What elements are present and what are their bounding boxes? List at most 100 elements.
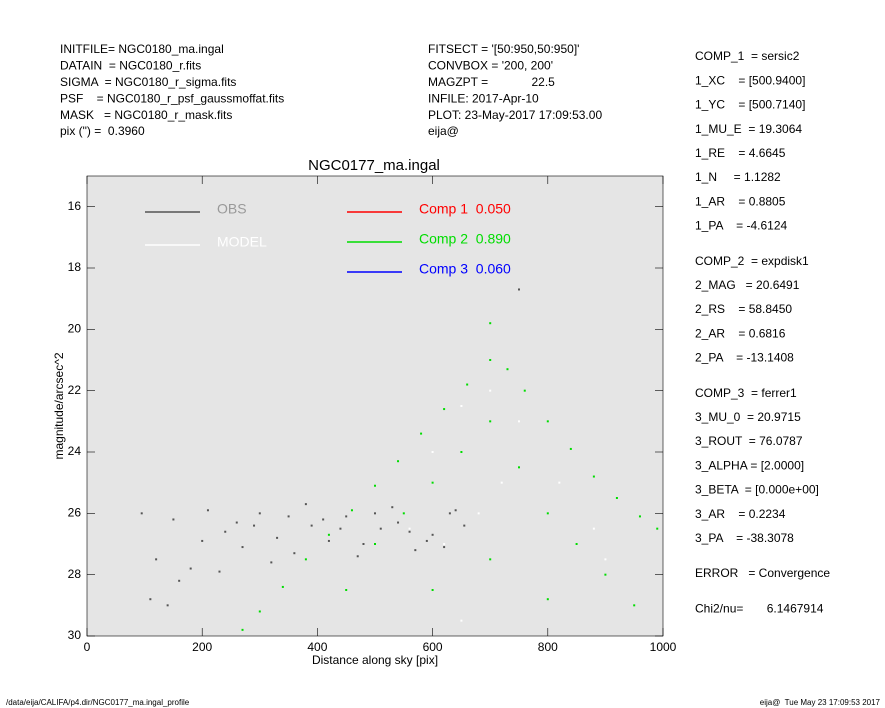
point: [518, 288, 520, 291]
param-line: ERROR = Convergence: [695, 566, 830, 580]
param-line: 1_N = 1.1282: [695, 170, 781, 184]
point: [374, 512, 376, 515]
param-line: 2_MAG = 20.6491: [695, 278, 800, 292]
point: [546, 598, 549, 601]
header-line: CONVBOX = '200, 200': [428, 59, 553, 73]
point: [241, 628, 244, 631]
legend-label: Comp 2 0.890: [419, 231, 511, 247]
point: [420, 432, 423, 435]
y-tick-label: 20: [68, 322, 82, 336]
point: [408, 527, 411, 530]
point: [460, 451, 463, 453]
point: [518, 466, 520, 469]
param-line: 2_RS = 58.8450: [695, 302, 792, 316]
param-line: 1_RE = 4.6645: [695, 146, 786, 160]
header-line: INITFILE= NGC0180_ma.ingal: [60, 42, 224, 56]
point: [463, 524, 466, 527]
point: [460, 619, 463, 622]
header-line: PLOT: 23-May-2017 17:09:53.00: [428, 108, 602, 122]
point: [224, 530, 227, 533]
point: [293, 552, 296, 555]
point: [431, 451, 434, 453]
point: [546, 512, 549, 515]
point: [431, 533, 434, 536]
header-line: eija@: [428, 124, 459, 138]
legend-label: MODEL: [217, 234, 267, 250]
footer-left: /data/eija/CALIFA/p4.dir/NGC0177_ma.inga…: [6, 698, 190, 707]
point: [489, 558, 492, 561]
point: [604, 558, 607, 561]
header-line: PSF = NGC0180_r_psf_gaussmoffat.fits: [60, 91, 284, 105]
point: [201, 539, 204, 542]
point: [374, 543, 376, 545]
y-tick-label: 18: [68, 260, 82, 274]
param-line: Chi2/nu= 6.1467914: [695, 601, 824, 615]
param-line: 3_PA = -38.3078: [695, 531, 794, 545]
legend-label: Comp 3 0.060: [419, 261, 511, 277]
point: [397, 460, 400, 463]
point: [489, 359, 492, 361]
x-axis-label: Distance along sky [pix]: [312, 653, 438, 667]
y-tick-label: 30: [68, 628, 82, 642]
point: [362, 543, 365, 545]
point: [575, 543, 578, 545]
point: [615, 497, 618, 499]
point: [443, 408, 446, 411]
x-tick-label: 0: [84, 640, 91, 654]
point: [638, 515, 641, 518]
point: [356, 555, 359, 558]
y-tick-label: 24: [68, 444, 82, 458]
param-line: COMP_2 = expdisk1: [695, 254, 809, 268]
point: [489, 389, 492, 392]
header-line: FITSECT = '[50:950,50:950]': [428, 42, 579, 56]
point: [206, 509, 209, 512]
legend-label: OBS: [217, 201, 247, 217]
point: [448, 512, 451, 515]
point: [592, 527, 595, 530]
param-line: 3_BETA = [0.000e+00]: [695, 483, 819, 497]
footer-right: eija@ Tue May 23 17:09:53 2017: [760, 698, 881, 707]
header-line: SIGMA = NGC0180_r_sigma.fits: [60, 75, 236, 89]
x-tick-label: 600: [423, 640, 443, 654]
header-line: MAGZPT = 22.5: [428, 75, 555, 89]
point: [281, 585, 284, 588]
point: [276, 536, 279, 539]
point: [604, 573, 607, 576]
point: [443, 546, 446, 549]
point: [489, 420, 492, 423]
param-line: 1_AR = 0.8805: [695, 194, 786, 208]
x-tick-label: 200: [192, 640, 212, 654]
point: [304, 503, 307, 506]
point: [500, 481, 503, 484]
param-line: COMP_1 = sersic2: [695, 49, 800, 63]
point: [189, 567, 192, 570]
param-line: 2_PA = -13.1408: [695, 351, 794, 365]
point: [489, 322, 492, 325]
point: [518, 420, 520, 423]
x-tick-label: 400: [307, 640, 327, 654]
point: [287, 515, 290, 518]
point: [218, 570, 221, 573]
point: [304, 558, 307, 561]
point: [166, 604, 169, 607]
header-line: DATAIN = NGC0180_r.fits: [60, 59, 201, 73]
point: [253, 524, 256, 527]
point: [327, 539, 330, 542]
param-line: 1_MU_E = 19.3064: [695, 122, 802, 136]
point: [178, 579, 181, 582]
point: [558, 481, 561, 484]
point: [235, 521, 238, 524]
y-axis-label: magnitude/arcsec^2: [52, 352, 66, 459]
point: [397, 521, 400, 524]
param-line: 3_MU_0 = 20.9715: [695, 410, 801, 424]
point: [408, 530, 411, 533]
point: [569, 447, 572, 450]
point: [327, 533, 330, 536]
point: [506, 368, 509, 371]
point: [546, 420, 549, 423]
header-line: MASK = NGC0180_r_mask.fits: [60, 108, 232, 122]
point: [258, 512, 261, 515]
point: [172, 518, 175, 521]
point: [322, 518, 325, 521]
